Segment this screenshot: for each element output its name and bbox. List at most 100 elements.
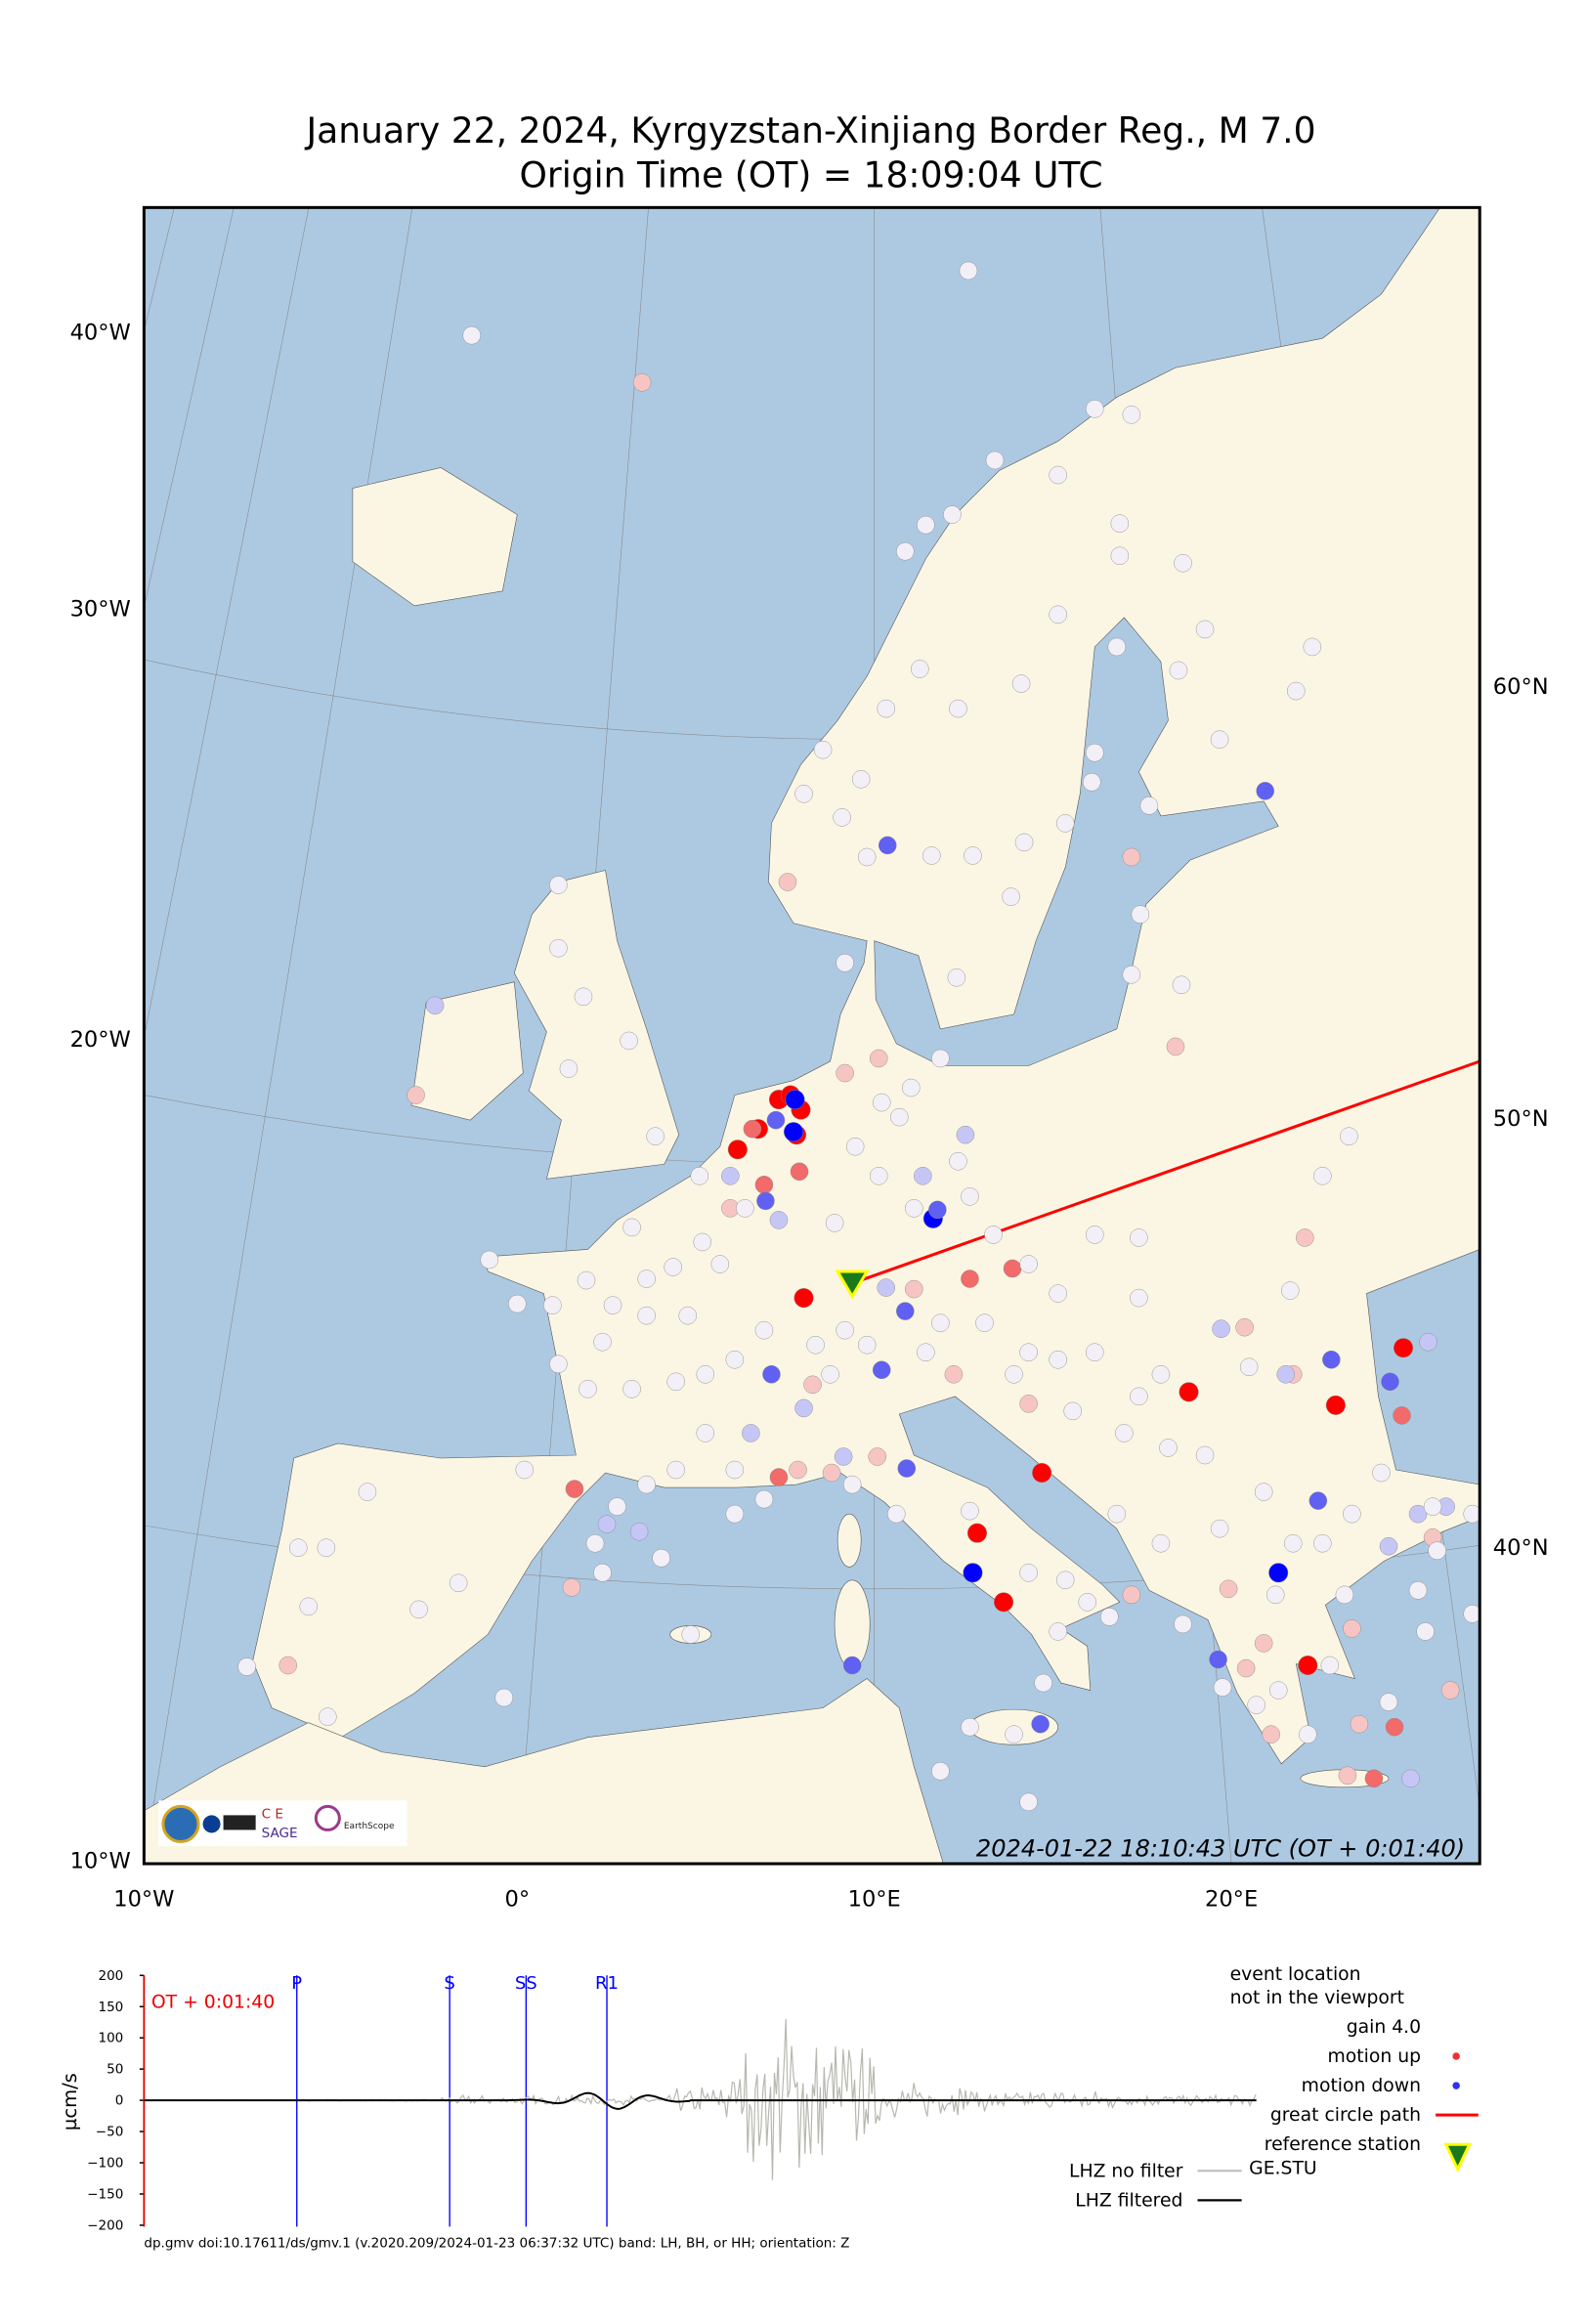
station-marker[interactable]	[289, 1538, 308, 1557]
station-marker[interactable]	[984, 1226, 1003, 1244]
station-marker[interactable]	[721, 1167, 740, 1185]
station-marker[interactable]	[1174, 553, 1192, 573]
station-marker[interactable]	[1254, 1634, 1273, 1653]
station-marker[interactable]	[766, 1110, 786, 1130]
station-marker[interactable]	[1322, 1351, 1341, 1369]
station-marker[interactable]	[794, 785, 813, 803]
station-marker[interactable]	[1340, 1127, 1358, 1145]
station-marker[interactable]	[1055, 1571, 1075, 1590]
station-marker[interactable]	[1408, 1581, 1428, 1600]
station-marker[interactable]	[693, 1232, 712, 1252]
station-marker[interactable]	[1011, 674, 1031, 693]
station-marker[interactable]	[1385, 1717, 1404, 1737]
station-marker[interactable]	[1019, 1395, 1038, 1413]
station-marker[interactable]	[543, 1296, 562, 1314]
station-marker[interactable]	[1110, 546, 1130, 565]
station-marker[interactable]	[1381, 1372, 1399, 1392]
station-marker[interactable]	[961, 1501, 979, 1521]
station-marker[interactable]	[896, 541, 915, 561]
station-marker[interactable]	[710, 1255, 730, 1273]
station-marker[interactable]	[754, 1176, 774, 1194]
station-marker[interactable]	[622, 1218, 641, 1237]
station-marker[interactable]	[1276, 1365, 1295, 1384]
station-marker[interactable]	[1209, 1650, 1227, 1669]
station-marker[interactable]	[622, 1380, 641, 1399]
station-marker[interactable]	[1262, 1725, 1280, 1743]
station-marker[interactable]	[877, 1278, 895, 1297]
station-marker[interactable]	[754, 1489, 774, 1509]
station-marker[interactable]	[878, 836, 897, 855]
station-marker[interactable]	[931, 1049, 950, 1068]
station-marker[interactable]	[872, 1093, 891, 1112]
station-marker[interactable]	[319, 1707, 337, 1726]
station-marker[interactable]	[549, 938, 568, 958]
station-marker[interactable]	[1063, 1401, 1082, 1421]
station-marker[interactable]	[515, 1460, 535, 1480]
station-marker[interactable]	[603, 1296, 622, 1314]
station-marker[interactable]	[961, 1717, 979, 1737]
station-marker[interactable]	[975, 1313, 994, 1332]
station-marker[interactable]	[825, 1214, 844, 1232]
station-marker[interactable]	[1210, 1519, 1229, 1538]
station-marker[interactable]	[1003, 1259, 1022, 1278]
station-marker[interactable]	[922, 846, 941, 865]
station-marker[interactable]	[1049, 1351, 1067, 1369]
station-marker[interactable]	[872, 1360, 891, 1380]
station-marker[interactable]	[917, 515, 935, 535]
station-marker[interactable]	[1219, 1579, 1238, 1599]
station-marker[interactable]	[1032, 1463, 1052, 1484]
station-marker[interactable]	[822, 1463, 841, 1483]
station-marker[interactable]	[1130, 1228, 1148, 1247]
station-marker[interactable]	[1130, 1288, 1148, 1308]
station-marker[interactable]	[358, 1483, 377, 1501]
station-marker[interactable]	[462, 325, 481, 345]
station-marker[interactable]	[789, 1460, 807, 1480]
station-marker[interactable]	[1115, 1424, 1134, 1442]
station-marker[interactable]	[1086, 1343, 1104, 1361]
station-marker[interactable]	[911, 660, 929, 678]
station-marker[interactable]	[1107, 637, 1127, 657]
station-marker[interactable]	[1247, 1696, 1265, 1714]
station-marker[interactable]	[784, 1122, 803, 1142]
station-marker[interactable]	[409, 1600, 428, 1619]
station-marker[interactable]	[857, 847, 877, 867]
station-marker[interactable]	[299, 1597, 319, 1616]
station-marker[interactable]	[756, 1191, 775, 1211]
station-marker[interactable]	[1401, 1769, 1420, 1788]
station-marker[interactable]	[1268, 1681, 1288, 1700]
station-marker[interactable]	[905, 1279, 923, 1299]
station-marker[interactable]	[868, 1447, 886, 1466]
station-marker[interactable]	[549, 876, 568, 894]
station-marker[interactable]	[646, 1127, 665, 1145]
station-marker[interactable]	[494, 1688, 514, 1707]
station-marker[interactable]	[725, 1351, 745, 1369]
station-marker[interactable]	[1019, 1564, 1038, 1582]
station-marker[interactable]	[1423, 1497, 1442, 1516]
station-marker[interactable]	[803, 1375, 822, 1395]
station-marker[interactable]	[794, 1288, 814, 1309]
station-marker[interactable]	[637, 1270, 656, 1288]
station-marker[interactable]	[836, 1320, 854, 1340]
station-marker[interactable]	[1122, 1585, 1141, 1605]
station-marker[interactable]	[1338, 1766, 1357, 1786]
station-marker[interactable]	[1419, 1332, 1437, 1352]
station-marker[interactable]	[1169, 661, 1188, 680]
station-marker[interactable]	[1005, 1725, 1023, 1743]
station-marker[interactable]	[1210, 730, 1229, 749]
station-marker[interactable]	[1019, 1255, 1038, 1273]
station-marker[interactable]	[833, 808, 851, 827]
station-marker[interactable]	[742, 1424, 760, 1442]
station-marker[interactable]	[994, 1592, 1014, 1613]
station-marker[interactable]	[1463, 1504, 1481, 1524]
station-marker[interactable]	[1049, 605, 1067, 624]
station-marker[interactable]	[1335, 1585, 1354, 1605]
station-marker[interactable]	[549, 1355, 568, 1374]
station-marker[interactable]	[887, 1504, 906, 1524]
station-marker[interactable]	[966, 1523, 987, 1543]
station-marker[interactable]	[608, 1497, 626, 1516]
station-marker[interactable]	[1296, 1228, 1314, 1247]
station-marker[interactable]	[1151, 1533, 1171, 1553]
station-marker[interactable]	[678, 1306, 697, 1325]
station-marker[interactable]	[620, 1031, 638, 1051]
station-marker[interactable]	[956, 1125, 975, 1144]
